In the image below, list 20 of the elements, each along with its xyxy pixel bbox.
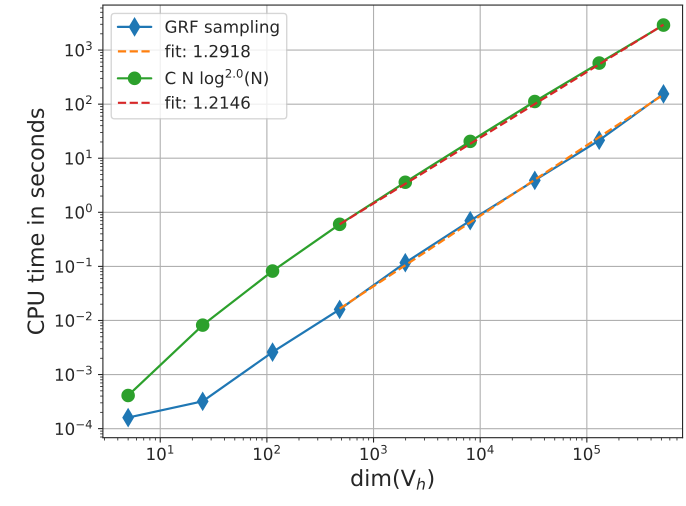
y-tick-label: 10$^{2}$ <box>66 95 92 111</box>
legend-label: C N log$^{2.0}$(N) <box>166 68 268 88</box>
y-tick-label: 10$^{−1}$ <box>56 258 92 273</box>
y-tick-label: 10$^{−3}$ <box>56 366 92 381</box>
legend-label: fit: 1.2918 <box>164 44 250 58</box>
legend-label: GRF sampling <box>166 20 279 36</box>
x-tick-label: 10$^{2}$ <box>254 444 280 460</box>
point <box>266 264 280 278</box>
y-tick-label: 10$^{0}$ <box>66 203 92 219</box>
x-tick-label: 10$^{5}$ <box>574 445 600 460</box>
x-tick-label: 10$^{4}$ <box>467 445 494 460</box>
y-tick-label: 10$^{−2}$ <box>56 312 92 327</box>
legend-label: fit: 1.2146 <box>164 96 250 109</box>
y-tick-label: 10$^{−4}$ <box>56 420 92 436</box>
x-tick-label: 10$^{3}$ <box>360 444 387 460</box>
x-axis-title: dim(V$_{h}$) <box>351 469 434 490</box>
y-tick-label: 10$^{1}$ <box>66 150 92 165</box>
y-axis-title: CPU time in seconds <box>26 108 44 334</box>
x-tick-label: 10$^{1}$ <box>147 445 174 460</box>
y-tick-label: 10$^{3}$ <box>66 41 92 57</box>
